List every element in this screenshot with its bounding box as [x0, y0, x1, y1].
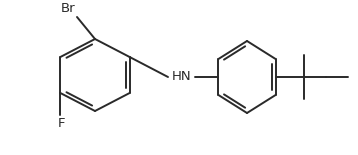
Text: F: F [58, 117, 65, 130]
Text: Br: Br [61, 2, 75, 15]
Text: HN: HN [172, 71, 192, 84]
